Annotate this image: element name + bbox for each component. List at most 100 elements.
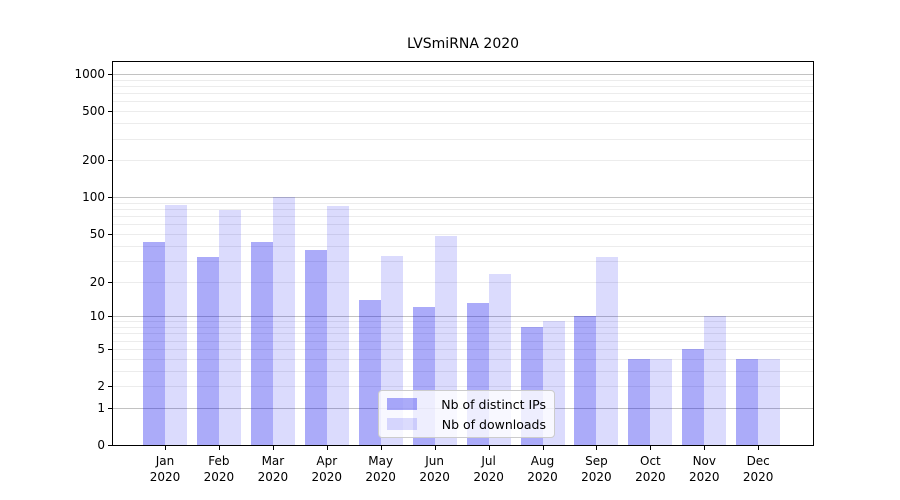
x-tick-label-mar: Mar 2020 [257,454,289,484]
bar-downloads-dec [758,358,781,445]
y-axis-tick-0 [108,445,113,446]
bar-distinct-ips-may [358,299,381,445]
y-axis-tick-50 [108,233,113,235]
x-axis-tick-mar [272,445,274,450]
y-tick-label-1: 1 [97,400,105,415]
minor-gridline-300 [113,138,813,140]
minor-gridline-7 [113,333,813,335]
major-gridline-1000 [113,74,813,75]
y-tick-label-2: 2 [97,379,105,393]
minor-gridline-50 [113,233,813,235]
x-axis-tick-oct [650,445,652,450]
minor-gridline-80 [113,209,813,210]
minor-gridline-200 [113,160,813,162]
minor-gridline-900 [113,79,813,81]
y-tick-label-0: 0 [97,438,105,452]
bar-distinct-ips-oct [628,358,651,445]
bar-distinct-ips-apr [304,249,327,445]
bar-distinct-ips-sep [574,316,597,445]
legend-label-distinct-ips: Nb of distinct IPs [441,396,546,412]
y-axis-tick-2 [108,386,113,387]
bar-downloads-nov [704,316,727,445]
plot-area: 0 1 2 5 10 20 50 100 200 500 1000 Jan 2020 Feb 2020 Mar… [74,61,814,484]
y-axis-tick-5 [108,348,113,350]
y-tick-label-50: 50 [89,226,105,241]
legend: Nb of distinct IPs Nb of downloads [378,390,555,438]
bar-distinct-ips-nov [682,348,705,445]
x-tick-label-aug: Aug 2020 [527,454,558,484]
y-axis-tick-1 [108,407,113,409]
x-axis-tick-aug [542,445,544,450]
minor-gridline-600 [113,101,813,103]
bar-downloads-feb [218,210,241,445]
bar-distinct-ips-dec [736,358,759,445]
bar-downloads-sep [596,257,619,445]
legend-label-downloads: Nb of downloads [441,416,546,432]
x-tick-label-jan: Jan 2020 [149,454,181,484]
x-tick-label-may: May 2020 [365,454,396,484]
minor-gridline-700 [113,93,813,95]
x-axis-tick-nov [704,445,706,450]
bar-downloads-jan [165,205,187,445]
legend-swatch-downloads [387,418,417,430]
y-axis-tick-200 [108,160,113,162]
minor-gridline-60 [113,224,813,226]
minor-gridline-20 [113,281,813,283]
bar-distinct-ips-mar [250,241,273,445]
x-tick-label-feb: Feb 2020 [203,454,235,484]
legend-entry-downloads: Nb of downloads [387,417,546,432]
y-axis-tick-20 [108,281,113,283]
x-axis-tick-dec [758,445,760,450]
minor-gridline-400 [113,123,813,125]
bar-distinct-ips-feb [196,257,219,445]
x-tick-label-jun: Jun 2020 [419,454,450,484]
y-axis-tick-100 [108,197,113,199]
bar-downloads-mar [272,196,295,445]
x-tick-label-nov: Nov 2020 [689,454,720,484]
y-tick-label-200: 200 [82,153,105,168]
legend-swatch-distinct-ips [387,398,417,410]
major-gridline-10 [113,316,813,318]
minor-gridline-5 [113,348,813,350]
y-axis-tick-500 [108,111,113,113]
minor-gridline-3 [113,370,813,372]
minor-gridline-2 [113,386,813,387]
minor-gridline-90 [113,202,813,204]
minor-gridline-6 [113,340,813,342]
bar-distinct-ips-jan [143,241,165,445]
minor-gridline-70 [113,216,813,218]
x-tick-label-oct: Oct 2020 [635,454,666,484]
minor-gridline-40 [113,245,813,247]
minor-gridline-30 [113,260,813,262]
bar-downloads-oct [650,358,673,445]
x-axis-tick-apr [326,445,328,450]
bar-downloads-apr [326,205,349,445]
x-axis-tick-may [380,445,382,450]
y-tick-label-10: 10 [89,309,105,324]
minor-gridline-4 [113,358,813,360]
x-axis-tick-sep [596,445,598,450]
x-axis-tick-feb [218,445,220,450]
minor-gridline-8 [113,327,813,328]
y-tick-label-500: 500 [82,104,105,119]
y-tick-label-100: 100 [82,190,105,205]
y-tick-label-1000: 1000 [74,67,105,81]
x-axis-tick-jan [165,445,166,450]
y-axis-tick-10 [108,316,113,318]
x-axis-tick-jul [488,445,490,450]
y-tick-label-20: 20 [89,274,105,289]
y-tick-label-5: 5 [97,341,105,356]
x-axis-tick-jun [434,445,436,450]
x-tick-label-jul: Jul 2020 [473,454,504,484]
x-tick-label-apr: Apr 2020 [311,454,343,484]
x-tick-label-dec: Dec 2020 [742,454,774,484]
x-tick-label-sep: Sep 2020 [581,454,612,484]
major-gridline-100 [113,197,813,199]
minor-gridline-9 [113,321,813,323]
chart-title: LVSmiRNA 2020 [406,36,520,52]
minor-gridline-500 [113,111,813,113]
y-axis-tick-1000 [108,74,113,75]
minor-gridline-800 [113,86,813,87]
legend-entry-distinct-ips: Nb of distinct IPs [387,397,546,412]
